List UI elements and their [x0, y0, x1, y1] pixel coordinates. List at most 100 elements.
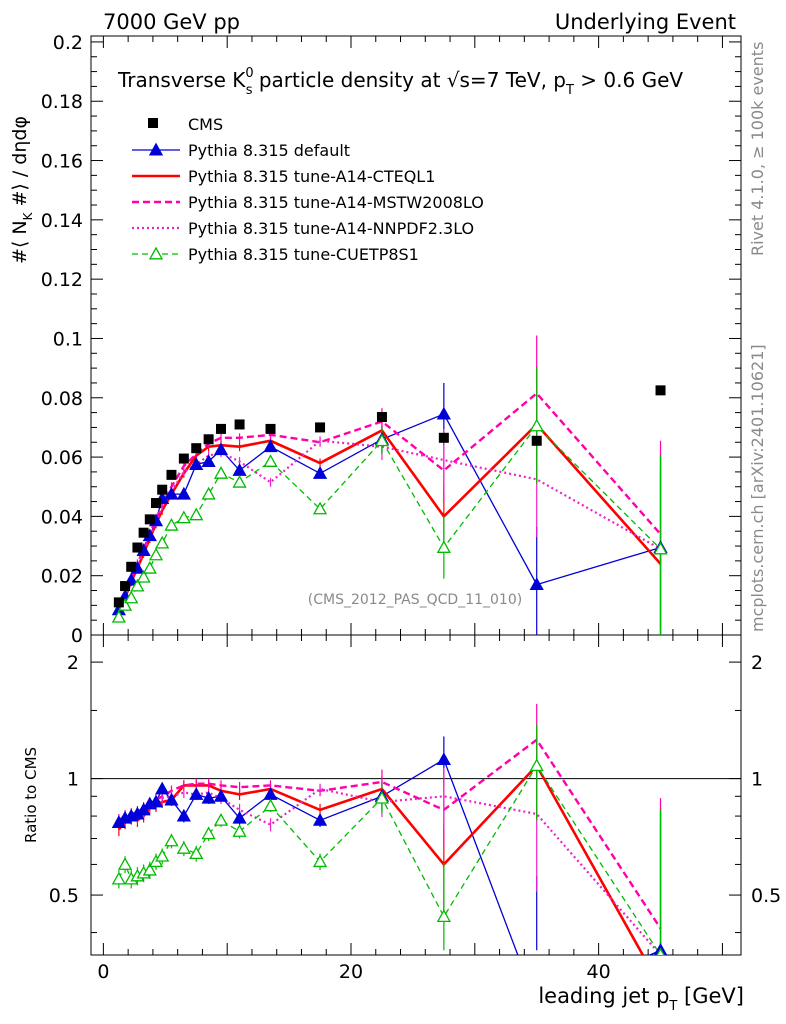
series-marker — [201, 454, 216, 467]
y-tick-label: 0 — [71, 625, 83, 647]
ratio-series-marker — [656, 947, 665, 955]
legend-label: Pythia 8.315 tune-A14-MSTW2008LO — [188, 193, 484, 212]
series-marker — [201, 486, 216, 500]
ratio-series-line — [118, 738, 662, 930]
legend-label: Pythia 8.315 tune-A14-CTEQL1 — [188, 167, 435, 186]
series-marker — [176, 486, 191, 500]
ratio-series-marker — [164, 833, 179, 847]
series-marker — [213, 466, 229, 479]
data-point — [166, 469, 177, 480]
plot-title: Transverse K0 s particle density at √s=7 … — [117, 66, 683, 98]
series-marker — [124, 590, 139, 604]
series-marker — [529, 418, 544, 432]
x-tick-label: 20 — [339, 961, 363, 983]
ratio-series-marker — [213, 812, 229, 826]
series-marker — [263, 439, 278, 453]
series-marker — [142, 560, 157, 574]
data-point — [132, 542, 143, 553]
series-marker — [164, 517, 179, 531]
header-right: Underlying Event — [555, 10, 736, 34]
y-tick-label: 0.08 — [41, 388, 83, 410]
series-marker — [213, 442, 229, 456]
y-tick-label: 0.18 — [41, 91, 83, 113]
series-marker — [148, 547, 164, 561]
data-point — [126, 561, 137, 572]
ratio-tick-label-left: 2 — [67, 652, 79, 674]
y-tick-label: 0.16 — [41, 151, 83, 173]
data-point — [151, 498, 161, 509]
ratio-plot-frame — [90, 634, 742, 956]
data-point — [144, 514, 155, 525]
data-point — [376, 412, 387, 423]
data-point — [531, 435, 542, 446]
data-point — [191, 443, 202, 454]
y-axis-label: #⟨ NK #⟩ / dηdφ — [9, 116, 35, 264]
ratio-tick-label-right: 0.5 — [751, 885, 781, 907]
series-marker — [374, 433, 390, 447]
data-point — [138, 527, 149, 538]
legend-marker — [148, 142, 164, 156]
ratio-tick-label-left: 0.5 — [49, 885, 79, 907]
analysis-tag: (CMS_2012_PAS_QCD_11_010) — [308, 592, 522, 608]
ratio-series-marker — [312, 812, 328, 826]
y-tick-label: 0.12 — [41, 269, 83, 291]
ratio-series-marker — [111, 871, 126, 885]
ratio-series-marker — [189, 787, 204, 800]
legend-label: Pythia 8.315 default — [188, 141, 350, 160]
ratio-series-marker — [176, 808, 191, 822]
series-marker — [189, 457, 204, 470]
ratio-series-marker — [148, 794, 164, 808]
ratio-series-marker — [142, 862, 157, 876]
mcplots-label: mcplots.cern.ch [arXiv:2401.10621] — [748, 344, 767, 632]
data-point — [113, 597, 124, 608]
series-line — [118, 424, 661, 618]
data-point — [157, 484, 168, 495]
header-left: 7000 GeV pp — [103, 10, 240, 34]
series-marker — [130, 578, 145, 592]
legend-label: Pythia 8.315 tune-A14-NNPDF2.3LO — [188, 219, 474, 238]
ratio-series-marker — [213, 788, 229, 802]
data-point — [203, 434, 214, 445]
ratio-tick-label-right: 2 — [751, 652, 763, 674]
data-point — [234, 419, 245, 430]
data-point — [216, 423, 226, 434]
rivet-label: Rivet 4.1.0, ≥ 100k events — [748, 42, 767, 256]
ratio-series-marker — [155, 781, 170, 795]
y-tick-label: 0.06 — [41, 447, 83, 469]
series-marker — [111, 609, 126, 623]
ratio-series-marker — [232, 810, 247, 824]
ratio-series-marker — [201, 790, 216, 804]
series-marker — [436, 406, 451, 420]
ratio-series-marker — [155, 848, 170, 862]
ratio-series-marker — [312, 854, 328, 868]
ratio-series-marker — [164, 792, 179, 806]
data-point — [655, 385, 666, 396]
series-marker — [312, 466, 328, 479]
data-point — [438, 432, 449, 443]
ratio-y-axis-label: Ratio to CMS — [22, 747, 40, 843]
ratio-series-marker — [176, 841, 191, 854]
series-marker — [263, 454, 278, 467]
ratio-series-marker — [117, 857, 133, 870]
ratio-series-marker — [263, 798, 278, 812]
ratio-series-marker — [529, 758, 544, 772]
legend-label: CMS — [188, 115, 223, 134]
ratio-series-marker — [201, 826, 216, 840]
data-point — [178, 453, 189, 464]
series-marker — [529, 577, 544, 591]
series-marker — [155, 535, 170, 549]
data-point — [315, 422, 326, 433]
y-tick-label: 0.04 — [41, 506, 83, 528]
ratio-tick-label-left: 1 — [67, 769, 79, 791]
legend-marker-cms — [148, 118, 158, 128]
x-axis-label: leading jet pT [GeV] — [538, 984, 744, 1014]
legend-marker — [148, 246, 164, 260]
series-marker — [136, 569, 151, 583]
ratio-series-line — [118, 764, 662, 955]
series-marker — [176, 510, 191, 524]
legend: CMS Pythia 8.315 default Pythia 8.315 tune… — [132, 115, 484, 264]
y-tick-label: 0.1 — [53, 328, 83, 350]
x-tick-label: 40 — [587, 961, 611, 983]
ratio-series-marker — [436, 909, 451, 922]
